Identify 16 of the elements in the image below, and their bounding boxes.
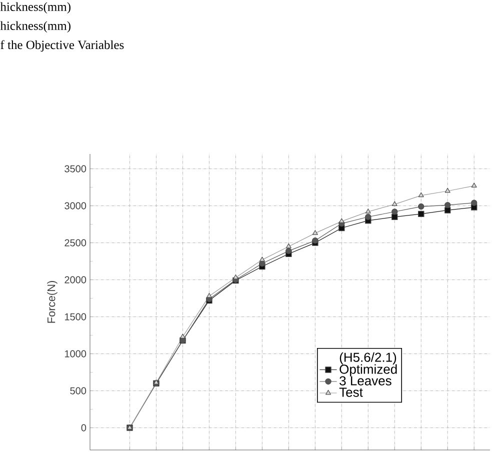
legend-label: Optimized bbox=[340, 364, 397, 376]
y-tick-label: 500 bbox=[70, 387, 86, 394]
legend-label: Test bbox=[339, 388, 363, 397]
y-tick-label: 3500 bbox=[64, 165, 86, 172]
y-tick-label: 2000 bbox=[64, 276, 86, 284]
y-tick-label: 1500 bbox=[64, 313, 86, 320]
text: hickness(mm) bbox=[0, 21, 70, 33]
y-tick-label: 3000 bbox=[64, 202, 86, 210]
text: f the Objective Variables bbox=[0, 40, 124, 52]
y-tick-label: 2500 bbox=[64, 239, 86, 246]
y-tick-label: 1000 bbox=[64, 350, 86, 358]
text: hickness(mm) bbox=[0, 2, 70, 14]
legend-title: (H5.6/2.1) bbox=[340, 352, 396, 364]
legend-label: 3 Leaves bbox=[340, 376, 392, 386]
y-axis-title: Force(N) bbox=[47, 280, 58, 323]
y-tick-label: 0 bbox=[81, 424, 86, 432]
